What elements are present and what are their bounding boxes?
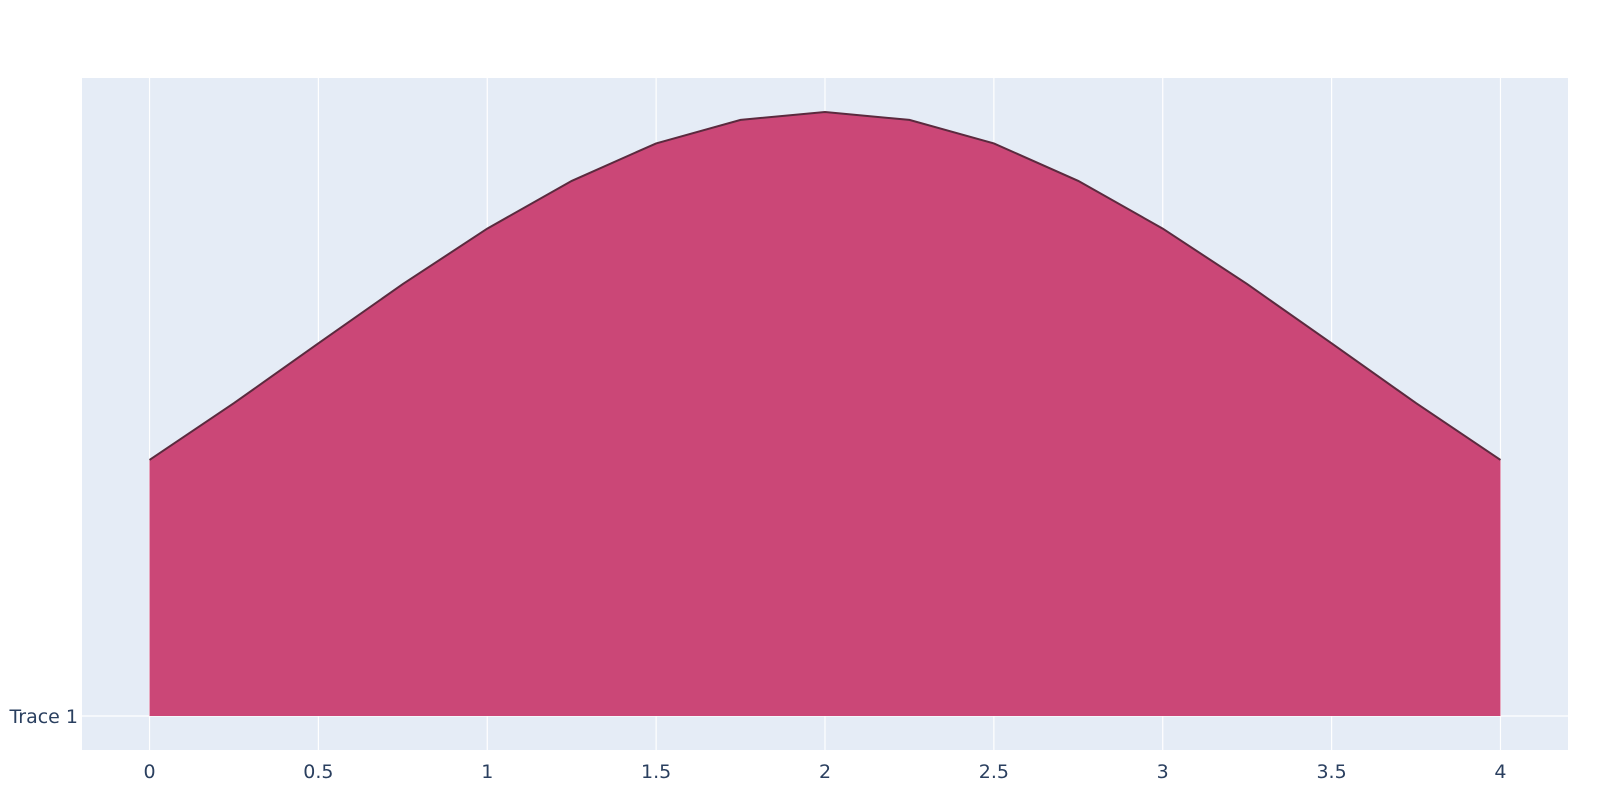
x-tick-label: 4 bbox=[1494, 761, 1506, 783]
x-tick-label: 0.5 bbox=[303, 761, 333, 783]
density-area bbox=[149, 112, 1501, 716]
x-tick-label: 1 bbox=[481, 761, 493, 783]
x-tick-label: 2.5 bbox=[979, 761, 1009, 783]
x-tick-label: 0 bbox=[143, 761, 155, 783]
density-line bbox=[148, 110, 1502, 461]
x-tick-label: 1.5 bbox=[641, 761, 671, 783]
x-tick-label: 2 bbox=[819, 761, 831, 783]
y-axis-ticks: Trace 1 bbox=[8, 706, 78, 728]
y-tick-label: Trace 1 bbox=[8, 706, 78, 728]
x-tick-label: 3 bbox=[1157, 761, 1169, 783]
x-axis-ticks: 0 0.5 1 1.5 2 2.5 3 3.5 4 bbox=[143, 761, 1506, 783]
x-tick-label: 3.5 bbox=[1316, 761, 1346, 783]
traces bbox=[148, 110, 1502, 716]
